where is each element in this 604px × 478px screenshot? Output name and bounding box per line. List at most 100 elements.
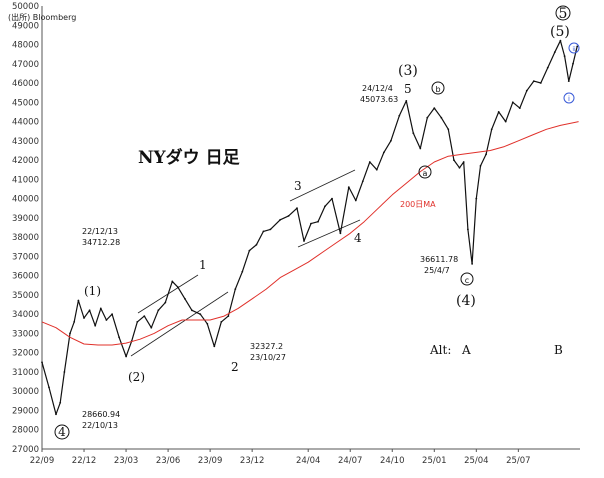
price-point bbox=[220, 321, 223, 323]
y-tick-label: 37000 bbox=[12, 252, 39, 262]
minor-wave-3-label: 3 bbox=[294, 179, 302, 193]
price-point bbox=[462, 161, 465, 163]
price-point bbox=[83, 317, 85, 319]
x-tick-label: 25/07 bbox=[506, 456, 531, 466]
wave-a-circle bbox=[418, 165, 432, 179]
x-tick-label: 25/04 bbox=[464, 456, 489, 466]
price-point bbox=[63, 371, 66, 373]
wave-5-paren-label: (5) bbox=[550, 24, 570, 40]
price-point bbox=[546, 66, 549, 69]
price-point bbox=[164, 301, 167, 304]
x-tick-label: 23/12 bbox=[240, 456, 265, 466]
price-point bbox=[576, 45, 579, 48]
price-point bbox=[331, 197, 333, 200]
price-point bbox=[191, 309, 193, 312]
price-point bbox=[525, 89, 528, 92]
series-group bbox=[41, 39, 579, 416]
price-point bbox=[199, 313, 202, 316]
y-tick-label: 44000 bbox=[12, 118, 39, 128]
wave-4-paren-label: (4) bbox=[456, 293, 476, 309]
price-point bbox=[440, 116, 443, 119]
y-tick-label: 39000 bbox=[12, 214, 39, 224]
price-point bbox=[368, 161, 371, 163]
x-tick-label: 24/07 bbox=[338, 456, 363, 466]
price-point bbox=[317, 220, 319, 223]
minor-wave-4-label: 4 bbox=[354, 231, 362, 245]
price-point bbox=[206, 322, 209, 325]
wave-ii-circle bbox=[568, 42, 580, 54]
price-point bbox=[241, 270, 244, 273]
y-tick-label: 43000 bbox=[12, 137, 39, 147]
x-tick-labels: 22/09 22/12 23/03 23/06 23/09 23/12 24/04 24/07… bbox=[30, 449, 531, 466]
price-point bbox=[157, 309, 160, 312]
price-point bbox=[479, 165, 482, 167]
price-point bbox=[511, 101, 514, 104]
minor-wave-2-label: 2 bbox=[231, 360, 239, 374]
y-tick-label: 32000 bbox=[12, 349, 39, 359]
price-point bbox=[184, 297, 186, 300]
price-point bbox=[59, 401, 62, 404]
price-point bbox=[125, 355, 127, 358]
wave-4-circle bbox=[54, 424, 70, 440]
price-point bbox=[553, 51, 556, 54]
price-point bbox=[458, 166, 461, 169]
low-2022-value: 28660.94 bbox=[82, 410, 120, 419]
price-point bbox=[518, 107, 521, 109]
price-point bbox=[324, 205, 326, 208]
alt-label: Alt: bbox=[429, 343, 451, 357]
wave-5-circle bbox=[555, 5, 571, 21]
price-point bbox=[559, 39, 562, 42]
price-point bbox=[150, 326, 153, 329]
wave-labels: 4 (1) (2) 1 2 3 4 5 (3) (4) 5 (5) b a c … bbox=[54, 5, 580, 440]
x-tick-label: 24/04 bbox=[296, 456, 321, 466]
price-point bbox=[69, 332, 71, 335]
y-tick-label: 46000 bbox=[12, 79, 39, 89]
wave-3-paren-label: (3) bbox=[398, 63, 418, 79]
price-point bbox=[433, 107, 436, 109]
price-point bbox=[361, 180, 364, 183]
wave-2-paren-label: (2) bbox=[128, 370, 145, 384]
price-point bbox=[490, 128, 493, 131]
alt-b-label: B bbox=[554, 343, 563, 357]
alt-a-label: A bbox=[461, 343, 471, 357]
y-tick-label: 34000 bbox=[12, 310, 39, 320]
price-point bbox=[563, 55, 566, 57]
price-point bbox=[339, 232, 342, 235]
price-point bbox=[111, 313, 113, 316]
price-point bbox=[248, 249, 251, 252]
x-tick-label: 22/09 bbox=[30, 456, 55, 466]
y-tick-label: 30000 bbox=[12, 387, 39, 397]
price-point bbox=[567, 80, 570, 82]
price-point bbox=[255, 243, 258, 246]
y-tick-label: 49000 bbox=[12, 21, 39, 31]
price-point bbox=[73, 321, 76, 323]
x-tick-label: 25/01 bbox=[422, 456, 447, 466]
wave-4-circled-label: 4 bbox=[58, 425, 66, 439]
y-tick-label: 29000 bbox=[12, 406, 39, 416]
wave-i-circle bbox=[563, 92, 575, 104]
y-tick-label: 45000 bbox=[12, 98, 39, 108]
price-series-line bbox=[41, 40, 578, 415]
y-tick-label: 48000 bbox=[12, 41, 39, 51]
price-point bbox=[532, 80, 535, 82]
wave-1-paren-label: (1) bbox=[84, 284, 101, 298]
price-point bbox=[453, 159, 455, 162]
y-tick-labels: 27000 28000 29000 30000 31000 32000 33000 34000… bbox=[12, 2, 39, 455]
price-point bbox=[99, 307, 102, 310]
price-point bbox=[485, 153, 487, 156]
y-tick-label: 41000 bbox=[12, 175, 39, 185]
y-tick-label: 33000 bbox=[12, 329, 39, 339]
low-2023-date: 23/10/27 bbox=[250, 353, 286, 362]
low-2022-date: 22/10/13 bbox=[82, 421, 118, 430]
price-point bbox=[354, 199, 357, 202]
price-point bbox=[88, 309, 91, 312]
y-tick-label: 35000 bbox=[12, 291, 39, 301]
source-note: (出所) Bloomberg bbox=[8, 12, 76, 22]
price-point bbox=[41, 361, 43, 364]
y-tick-label: 27000 bbox=[12, 445, 39, 455]
y-tick-label: 38000 bbox=[12, 233, 39, 243]
y-tick-label: 42000 bbox=[12, 156, 39, 166]
peak-2022-date: 22/12/13 bbox=[82, 227, 118, 236]
price-point bbox=[143, 315, 146, 317]
price-point bbox=[136, 321, 139, 323]
